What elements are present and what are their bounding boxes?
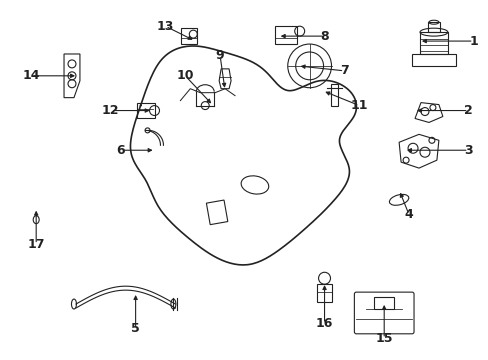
Text: 17: 17 (27, 238, 45, 251)
Bar (206, 200, 227, 225)
Bar (136, 103, 154, 118)
Bar (316, 284, 332, 302)
Text: 6: 6 (116, 144, 125, 157)
Bar (274, 26, 296, 44)
Text: 10: 10 (176, 69, 194, 82)
Text: 13: 13 (157, 20, 174, 33)
Bar (181, 28, 197, 44)
Bar (330, 84, 338, 105)
Text: 7: 7 (339, 64, 348, 77)
Text: 2: 2 (464, 104, 472, 117)
Bar (419, 32, 447, 54)
Text: 11: 11 (350, 99, 367, 112)
Text: 9: 9 (215, 49, 224, 63)
Text: 1: 1 (468, 35, 477, 48)
Text: 8: 8 (320, 30, 328, 42)
Text: 4: 4 (404, 208, 412, 221)
Text: 15: 15 (375, 332, 392, 345)
Text: 16: 16 (315, 318, 332, 330)
Text: 14: 14 (22, 69, 40, 82)
Text: 12: 12 (102, 104, 119, 117)
Text: 3: 3 (464, 144, 472, 157)
Bar (411, 54, 455, 66)
Bar (373, 297, 393, 309)
Text: 5: 5 (131, 322, 140, 336)
Bar (427, 22, 439, 32)
